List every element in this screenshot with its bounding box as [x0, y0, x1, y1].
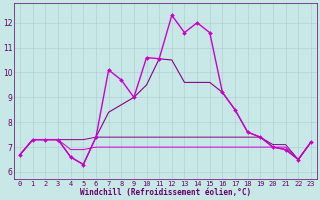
- X-axis label: Windchill (Refroidissement éolien,°C): Windchill (Refroidissement éolien,°C): [80, 188, 251, 197]
